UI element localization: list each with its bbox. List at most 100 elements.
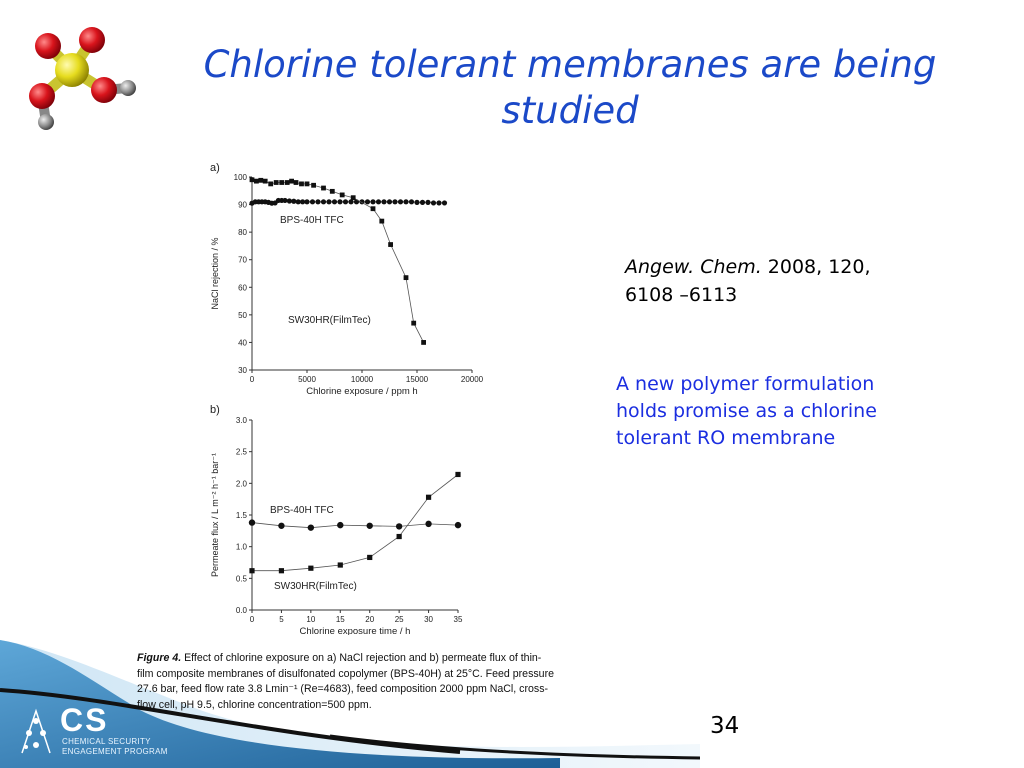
citation-details: 2008, 120, 6108 –6113 [625,256,871,306]
chart-data-point [337,562,343,568]
chart-data-point [299,181,304,187]
chart-data-point [430,200,437,206]
chart-y-tick-label: 1.5 [236,511,248,520]
chart-data-point [370,206,376,212]
chart-data-point [307,524,315,531]
chart-data-point [315,199,321,205]
chart-data-point [366,522,373,529]
chart-x-tick-label: 25 [395,615,404,624]
chart-data-point [311,182,316,188]
chart-y-tick-label: 70 [238,256,247,265]
chart-series-line [252,474,459,572]
figure-caption: Figure 4. Effect of chlorine exposure on… [137,651,557,713]
chart-x-tick-label: 15 [336,615,345,624]
chart-data-point [268,181,274,187]
cs-logo-icon [21,708,51,754]
chart-y-tick-label: 40 [238,338,247,347]
chart-data-point [282,197,288,204]
figure-charts: a) 30 40 50 60 70 80 90 100 0 5000 10000 15000 20000 C… [200,155,490,637]
chart-data-point [411,320,417,326]
chart-data-point [342,199,349,205]
chart-data-point [304,199,310,205]
chart-y-tick-label: 90 [238,201,247,210]
chart-panel-label: b) [210,404,220,416]
chart-data-point [441,200,448,206]
chart-data-point [295,199,301,205]
summary-text: A new polymer formulation holds promise … [616,373,877,449]
chart-y-tick-label: 0.5 [236,574,248,583]
chart-y-tick-label: 0.0 [236,606,248,615]
chart-data-point [395,523,403,530]
chart-series-label: BPS-40H TFC [270,505,334,516]
chart-y-tick-label: 50 [238,311,247,320]
chart-x-tick-label: 15000 [406,375,429,384]
decorative-wave-background [0,640,700,768]
chart-data-point [254,178,259,184]
chart-data-point [370,199,376,205]
chart-data-point [337,521,344,529]
chart-data-point [425,520,432,528]
chart-y-tick-label: 1.0 [236,543,248,552]
chart-data-point [364,199,371,205]
chart-y-axis-label: Permeate flux / L m⁻² h⁻¹ bar⁻¹ [210,453,220,577]
chart-data-point [289,178,294,184]
chart-series-line [251,522,459,529]
chart-data-point [262,178,268,184]
chart-data-point [381,199,387,205]
chart-data-point [454,521,462,529]
cs-logo-letters: CS [60,702,109,738]
chart-data-point [320,199,327,205]
chart-data-point [249,177,255,183]
chart-x-tick-label: 5000 [298,375,316,384]
chart-data-point [388,242,393,247]
chart-data-point [286,198,292,204]
chart-data-point [249,568,255,574]
chart-data-point [367,554,373,561]
chart-data-point [300,199,306,205]
chart-y-tick-label: 80 [238,228,247,237]
chart-y-tick-label: 3.0 [236,416,248,425]
chart-data-point [386,199,393,205]
chart-data-point [436,200,442,206]
chart-x-tick-label: 30 [424,615,433,624]
citation: Angew. Chem. 2008, 120, 6108 –6113 [625,253,895,309]
slide-title: Chlorine tolerant membranes are being st… [203,43,937,132]
chart-data-point [414,199,420,205]
chart-data-point [291,198,297,204]
chart-data-point [278,568,285,574]
chart-data-point [348,199,354,205]
chart-data-point [326,199,332,205]
chart-x-tick-label: 0 [250,615,255,624]
chart-y-axis-label: NaCl rejection / % [210,237,220,309]
cs-logo-line1: CHEMICAL SECURITY [62,737,151,746]
chart-data-point [375,199,382,205]
chart-data-point [273,180,279,185]
chart-data-point [279,180,285,185]
chart-data-point [425,199,431,205]
chart-data-point [339,192,345,198]
chart-x-tick-label: 10000 [351,375,374,384]
chart-data-point [248,519,256,526]
chart-y-tick-label: 30 [238,366,247,375]
chart-data-point [304,181,310,187]
citation-journal: Angew. Chem. [625,256,762,278]
sulfonic-acid-molecule-icon [29,27,136,130]
chart-data-point [379,218,385,224]
chart-data-point [308,565,314,571]
chart-data-point [284,180,290,185]
chart-series-label: SW30HR(FilmTec) [274,581,357,592]
chart-x-axis-label: Chlorine exposure time / h [300,626,411,635]
chart-panel-label: a) [210,162,220,174]
chart-data-point [331,199,338,205]
figure-caption-text: Effect of chlorine exposure on a) NaCl r… [137,652,554,711]
chart-y-tick-label: 100 [234,173,248,182]
chart-x-tick-label: 0 [250,375,255,384]
chart-data-point [392,199,398,205]
chart-data-point [397,199,404,205]
chart-data-point [403,275,409,281]
chart-data-point [403,199,409,205]
chart-y-tick-label: 2.0 [236,479,248,488]
chart-y-tick-label: 2.5 [236,448,248,457]
chart-data-point [337,199,343,205]
